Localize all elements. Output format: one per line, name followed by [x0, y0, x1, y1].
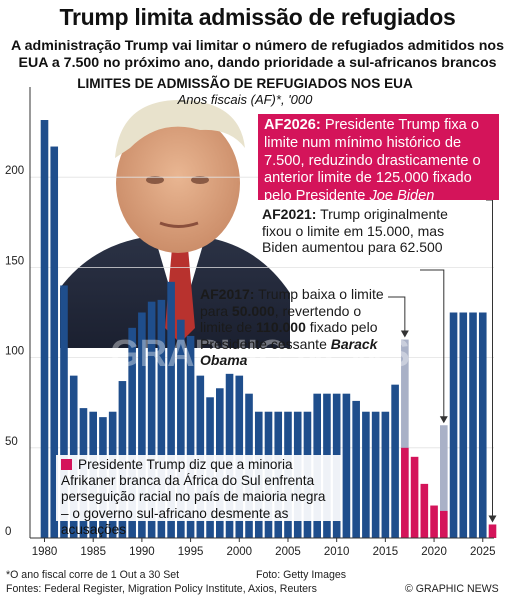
annotation-af2026-name: Joe Biden — [369, 188, 435, 205]
bar — [177, 319, 185, 538]
annotation-af2017-value-a: 50.000 — [231, 302, 275, 319]
x-tick-label: 2020 — [421, 546, 447, 558]
y-tick-label: 100 — [5, 346, 24, 358]
bar — [362, 411, 370, 538]
leader-af2021 — [420, 269, 445, 418]
annotation-af2017-name: Barack Obama — [200, 335, 378, 369]
page-subtitle: A administração Trump vai limitar o núme… — [0, 38, 515, 72]
footnote: *O ano fiscal corre de 1 Out a 30 Set — [6, 569, 180, 581]
subtitle-line-1: A administração Trump vai limitar o núme… — [11, 38, 504, 54]
bar — [391, 384, 399, 538]
bar — [147, 301, 156, 538]
copyright: © GRAPHIC NEWS — [405, 583, 499, 595]
bar — [157, 299, 166, 538]
x-tick-label: 1990 — [129, 546, 155, 558]
x-tick-label: 2010 — [324, 546, 350, 558]
annotation-af2021: AF2021: Trump originalmente fixou o limi… — [262, 206, 474, 256]
bar — [371, 411, 380, 538]
annotation-af2026: AF2026: Presidente Trump fixa o limite n… — [258, 114, 499, 204]
bar — [40, 120, 49, 539]
bar — [352, 400, 360, 538]
annotation-af2026-prefix: AF2026: — [264, 117, 321, 133]
bar — [138, 312, 146, 538]
x-tick-label: 2000 — [226, 546, 252, 558]
bar — [440, 425, 448, 538]
bar-trump-segment — [401, 447, 409, 538]
annotation-af2026-text: Presidente Trump fixa o limite num mínim… — [264, 117, 481, 205]
bar — [488, 524, 497, 538]
bar — [167, 281, 175, 538]
annotation-af2021-text: Trump originalmente fixou o limite em 15… — [262, 206, 448, 255]
y-tick-label: 200 — [5, 165, 24, 177]
leader-af2026-head — [488, 515, 497, 523]
watermark: GRAPHIC NEWS — [110, 333, 410, 375]
bar — [469, 312, 477, 538]
y-tick-label: 50 — [5, 436, 18, 448]
bar — [50, 146, 59, 539]
chart-title: LIMITES DE ADMISSÃO DE REFUGIADOS NOS EU… — [77, 76, 413, 91]
x-tick-label: 1985 — [80, 546, 106, 558]
leader-af2017 — [388, 296, 406, 332]
subtitle-line-2: EUA a 7.500 no próximo ano, dando priori… — [18, 55, 497, 71]
leader-af2026 — [486, 199, 493, 517]
x-tick-label: 2015 — [373, 546, 399, 558]
annotation-af2017-text-c: fixado pelo Presidente cessante — [200, 319, 378, 352]
bar — [420, 483, 429, 538]
bar — [478, 312, 487, 538]
page-title: Trump limita admissão de refugiados — [59, 4, 456, 30]
y-tick-label: 150 — [5, 255, 24, 267]
bar — [410, 456, 419, 538]
annotation-af2017-prefix: AF2017: — [200, 286, 255, 302]
bar — [381, 411, 390, 538]
bar — [430, 505, 438, 538]
bar — [401, 339, 409, 538]
annotation-af2017-value-b: 110.000 — [256, 319, 306, 335]
annotation-af2017-text-a: Trump baixa o limite para — [200, 286, 384, 319]
x-tick-label: 1980 — [32, 546, 58, 558]
x-tick-label: 2025 — [470, 546, 496, 558]
leader-af2017-head — [400, 330, 409, 338]
annotation-af2017: AF2017: Trump baixa o limite para 50.000… — [200, 286, 396, 369]
chart-subtitle: Anos fiscais (AF)*, '000 — [177, 92, 313, 107]
leader-af2021-head — [439, 416, 448, 424]
legend: Presidente Trump diz que a minoria Afrik… — [56, 455, 342, 537]
legend-label: Presidente Trump diz que a minoria Afrik… — [61, 457, 326, 537]
bar — [128, 327, 136, 538]
annotation-af2017-text-b: , revertendo o limite de — [200, 302, 362, 336]
y-tick-label: 0 — [5, 526, 11, 538]
annotation-af2021-prefix: AF2021: — [262, 206, 317, 222]
bar — [60, 285, 68, 538]
legend-swatch — [61, 459, 72, 470]
bar — [459, 312, 468, 538]
sources: Fontes: Federal Register, Migration Poli… — [6, 583, 317, 595]
x-tick-label: 2005 — [275, 546, 301, 558]
bar — [342, 393, 351, 538]
x-tick-label: 1995 — [178, 546, 204, 558]
bar — [449, 312, 458, 538]
bar — [186, 335, 195, 538]
bar-trump-segment — [440, 510, 448, 538]
photo-credit: Foto: Getty Images — [256, 569, 347, 581]
